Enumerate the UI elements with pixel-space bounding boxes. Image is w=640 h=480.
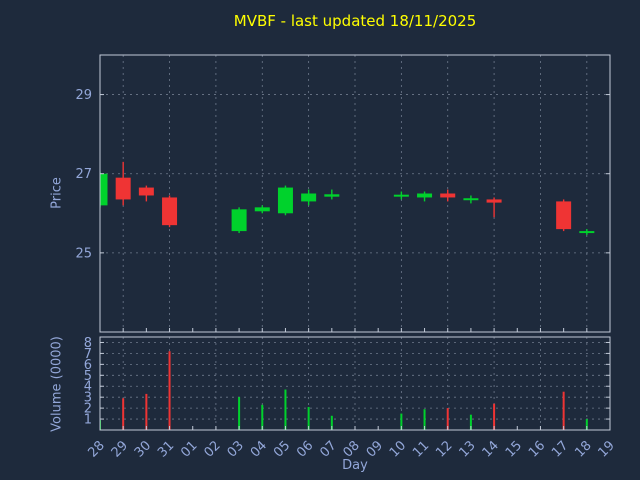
candle-18 xyxy=(579,229,595,236)
volume-tick-label: 2 xyxy=(84,402,92,417)
volume-bar-30 xyxy=(145,393,148,430)
price-tick-label: 29 xyxy=(75,88,92,103)
candle-31 xyxy=(162,195,178,228)
volume-bar-05 xyxy=(284,389,287,430)
day-tick-label: 17 xyxy=(549,438,571,460)
day-tick-label: 14 xyxy=(480,438,502,460)
price-tick-label: 27 xyxy=(75,167,92,182)
day-tick-label: 09 xyxy=(364,438,386,460)
day-tick-label: 05 xyxy=(271,438,293,460)
candle-06 xyxy=(301,189,317,206)
volume-bar-12 xyxy=(446,408,449,430)
volume-bar-07 xyxy=(330,415,333,430)
day-tick-label: 30 xyxy=(132,438,154,460)
day-tick-label: 29 xyxy=(109,438,131,460)
candle-28 xyxy=(100,171,108,208)
day-tick-label: 07 xyxy=(317,438,339,460)
volume-bar-13 xyxy=(469,414,472,430)
volume-bar-10 xyxy=(400,413,403,430)
volume-tick-label: 8 xyxy=(84,336,92,351)
price-tick-label: 25 xyxy=(75,246,92,261)
volume-tick-label: 4 xyxy=(84,380,92,395)
candle-10 xyxy=(393,191,409,200)
candle-29 xyxy=(115,161,131,206)
day-tick-label: 12 xyxy=(433,438,455,460)
chart-title: MVBF - last updated 18/11/2025 xyxy=(233,12,477,30)
volume-tick-label: 5 xyxy=(84,369,92,384)
day-tick-label: 28 xyxy=(86,438,108,460)
day-tick-label: 18 xyxy=(572,438,594,460)
volume-bars xyxy=(100,351,588,430)
day-tick-label: 16 xyxy=(526,438,548,460)
candle-03 xyxy=(231,207,247,234)
volume-bar-03 xyxy=(238,397,241,430)
day-tick-label: 06 xyxy=(294,438,316,460)
grid-lines xyxy=(100,55,610,430)
volume-tick-label: 1 xyxy=(84,413,92,428)
day-tick-label: 10 xyxy=(387,438,409,460)
volume-tick-label: 6 xyxy=(84,358,92,373)
volume-bar-14 xyxy=(493,403,496,430)
volume-bar-04 xyxy=(261,404,264,430)
volume-bar-17 xyxy=(562,391,565,430)
day-tick-label: 15 xyxy=(503,438,525,460)
candle-12 xyxy=(440,189,456,202)
volume-bar-29 xyxy=(122,398,125,430)
volume-bar-18 xyxy=(585,419,588,430)
day-tick-label: 01 xyxy=(178,438,200,460)
candle-05 xyxy=(277,185,293,216)
day-tick-label: 19 xyxy=(596,438,618,460)
candle-14 xyxy=(486,197,502,218)
volume-bar-11 xyxy=(423,409,426,430)
candle-04 xyxy=(254,205,270,214)
candle-13 xyxy=(463,195,479,204)
day-tick-label: 13 xyxy=(456,438,478,460)
candle-30 xyxy=(138,185,154,202)
volume-tick-label: 3 xyxy=(84,391,92,406)
candle-11 xyxy=(417,191,433,202)
x-axis-label: Day xyxy=(342,458,368,473)
candle-17 xyxy=(556,199,572,232)
day-tick-label: 31 xyxy=(155,438,177,460)
day-tick-label: 08 xyxy=(341,438,363,460)
volume-tick-label: 7 xyxy=(84,347,92,362)
volume-bar-31 xyxy=(168,351,171,430)
candle-07 xyxy=(324,189,340,200)
tick-marks xyxy=(99,94,611,430)
day-tick-label: 11 xyxy=(410,438,432,460)
day-tick-label: 04 xyxy=(248,438,270,460)
day-tick-label: 03 xyxy=(225,438,247,460)
day-tick-label: 02 xyxy=(201,438,223,460)
volume-bar-06 xyxy=(307,407,310,430)
candles xyxy=(100,161,595,236)
